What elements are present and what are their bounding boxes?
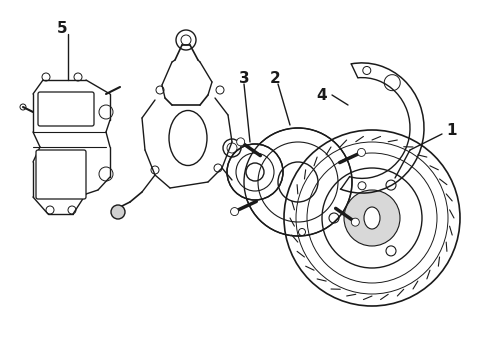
Circle shape (244, 128, 352, 236)
Circle shape (284, 130, 460, 306)
Ellipse shape (364, 207, 380, 229)
Text: 4: 4 (317, 87, 327, 103)
Circle shape (351, 218, 359, 226)
FancyBboxPatch shape (38, 92, 94, 126)
Text: 2: 2 (270, 71, 280, 86)
Text: 1: 1 (447, 122, 457, 138)
Circle shape (357, 148, 366, 156)
Ellipse shape (169, 111, 207, 166)
Text: 3: 3 (239, 71, 249, 86)
Circle shape (111, 205, 125, 219)
Circle shape (231, 208, 239, 216)
FancyBboxPatch shape (36, 150, 86, 199)
Circle shape (227, 144, 283, 200)
Circle shape (237, 138, 245, 146)
Circle shape (344, 190, 400, 246)
Text: 5: 5 (57, 21, 67, 36)
